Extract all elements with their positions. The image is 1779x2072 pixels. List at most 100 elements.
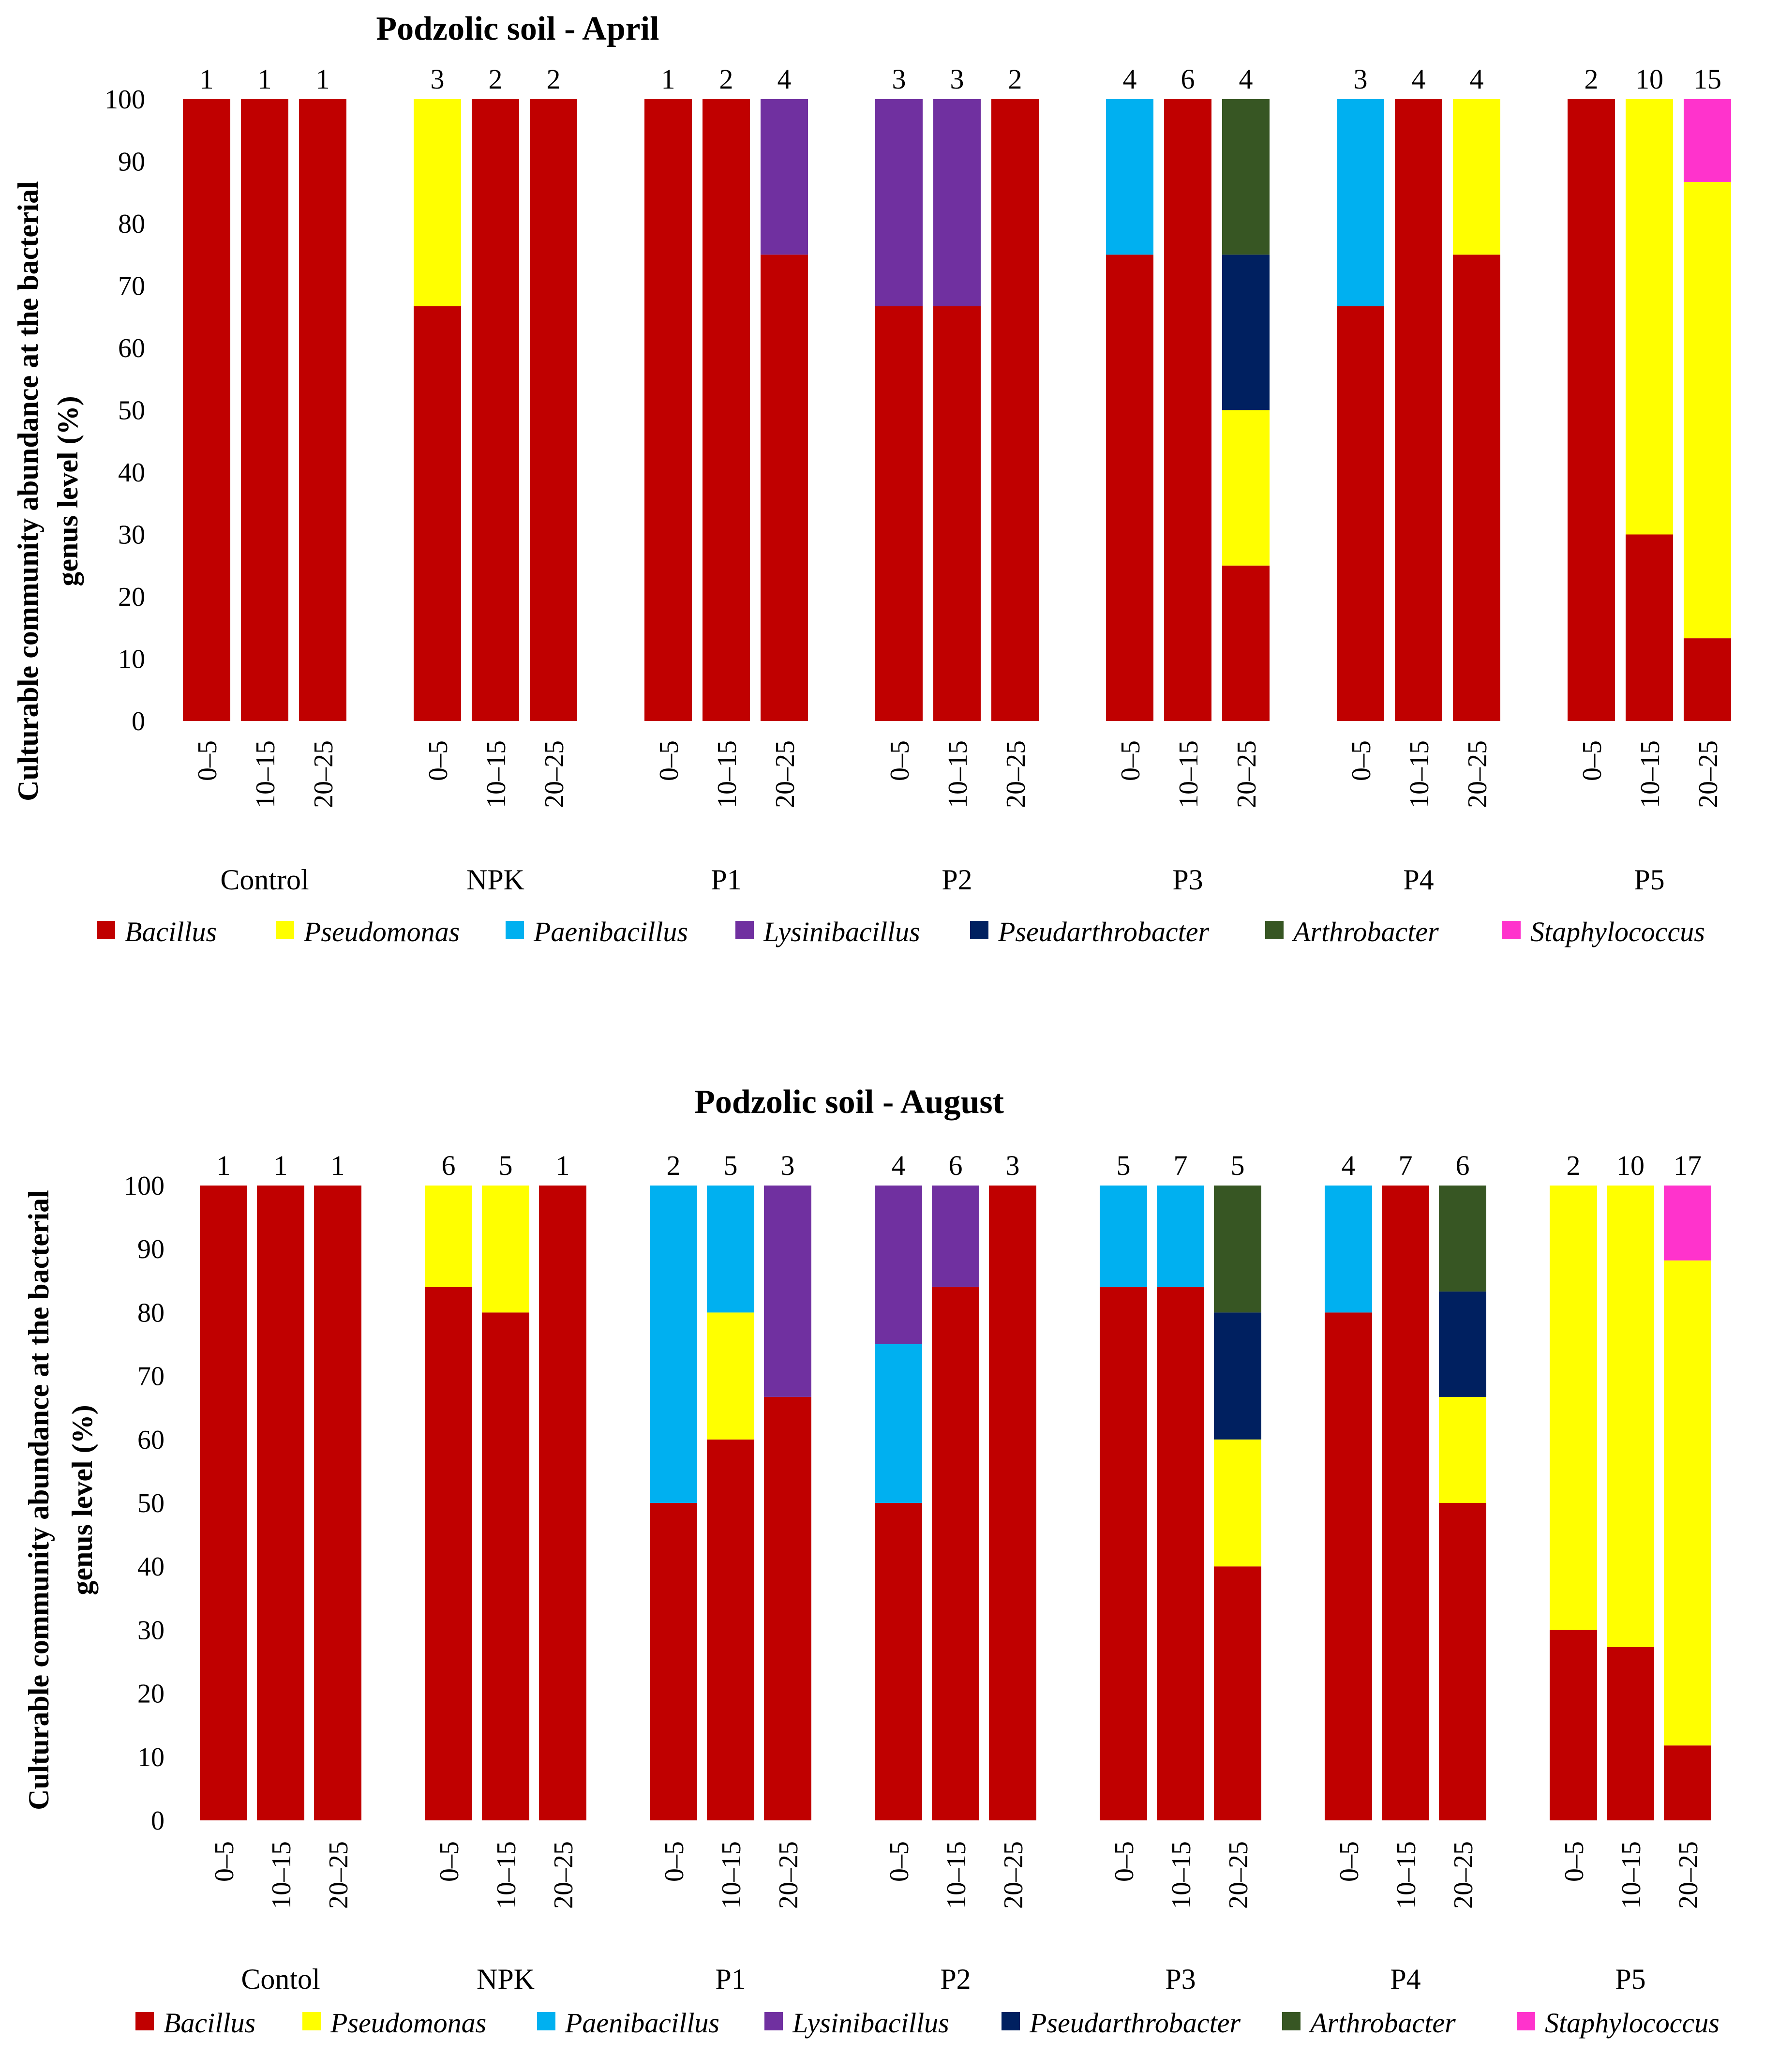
bar-segment-bacillus (932, 1287, 979, 1820)
x-tick-label: 0–5 (1109, 1841, 1139, 1882)
bar-segment-bacillus (530, 99, 577, 721)
bar-count-label: 6 (1456, 1150, 1470, 1181)
y-axis-label-line2: genus level (%) (52, 396, 84, 586)
bar-segment-bacillus (1222, 566, 1270, 721)
x-tick-label: 0–5 (434, 1841, 464, 1882)
bar-group: 6 0–5 5 10–15 1 20–25 NPK (425, 1150, 586, 1995)
bar-segment-bacillus (1214, 1566, 1261, 1820)
bar-count-label: 1 (217, 1150, 231, 1181)
x-tick-label: 10–15 (712, 740, 742, 808)
bar-segment-bacillus (707, 1440, 754, 1820)
bar-segment-bacillus (1607, 1647, 1654, 1820)
legend-swatch (135, 2012, 154, 2030)
bar-count-label: 5 (724, 1150, 738, 1181)
bar-segment-paenibacillus (875, 1344, 922, 1503)
bar-count-label: 1 (258, 63, 272, 95)
x-tick-label: 20–25 (324, 1841, 354, 1909)
x-tick-label: 0–5 (1116, 740, 1146, 781)
x-tick-label: 10–15 (943, 740, 973, 808)
group-label: P5 (1634, 864, 1664, 896)
x-tick-label: 10–15 (251, 740, 281, 808)
bar-segment-bacillus (875, 1503, 922, 1820)
x-tick-label: 20–25 (1232, 740, 1262, 808)
x-tick-label: 0–5 (1559, 1841, 1589, 1882)
bar-segment-paenibacillus (1106, 99, 1153, 255)
y-tick-label: 20 (137, 1679, 164, 1709)
bar-segment-bacillus (1382, 1186, 1429, 1820)
x-tick-label: 10–15 (267, 1841, 297, 1909)
bar-segment-lysinibacillus (933, 99, 981, 306)
y-tick-label: 100 (105, 85, 145, 115)
bar-segment-pseudomonas (1222, 410, 1270, 566)
y-tick-label: 40 (118, 458, 145, 488)
bar-segment-lysinibacillus (764, 1186, 811, 1397)
bar-segment-bacillus (761, 255, 808, 721)
bar-segment-lysinibacillus (932, 1186, 979, 1287)
legend-swatch (302, 2012, 321, 2030)
bar-segment-paenibacillus (1157, 1186, 1204, 1287)
legend-swatch (506, 921, 524, 939)
bar-segment-bacillus (875, 306, 923, 721)
bar-count-label: 4 (1470, 63, 1484, 95)
bar-group: 2 0–5 10 10–15 17 20–25 P5 (1550, 1150, 1711, 1995)
bar-count-label: 2 (1567, 1150, 1581, 1181)
group-label: P4 (1403, 864, 1434, 896)
chart-panel-april: Podzolic soil - April Culturable communit… (12, 10, 1731, 947)
legend-swatch (276, 921, 294, 939)
bar-segment-bacillus (414, 306, 461, 721)
bar-group: 2 0–5 5 10–15 3 20–25 P1 (650, 1150, 811, 1995)
x-tick-label: 0–5 (209, 1841, 239, 1882)
x-tick-label: 20–25 (1693, 740, 1723, 808)
bar-segment-pseudomonas (1453, 99, 1500, 255)
y-tick-label: 60 (137, 1425, 164, 1455)
bar-count-label: 1 (661, 63, 675, 95)
bar-segment-bacillus (299, 99, 346, 721)
x-tick-label: 10–15 (481, 740, 511, 808)
bar-count-label: 1 (316, 63, 330, 95)
y-tick-label: 0 (151, 1806, 164, 1836)
y-tick-label: 20 (118, 582, 145, 612)
bar-segment-pseudomonas (1550, 1186, 1597, 1630)
bar-count-label: 5 (1231, 1150, 1245, 1181)
bar-segment-bacillus (200, 1186, 247, 1820)
bar-count-label: 6 (949, 1150, 963, 1181)
bar-group: 2 0–5 10 10–15 15 20–25 P5 (1568, 63, 1731, 896)
y-tick-label: 90 (118, 147, 145, 177)
legend-entry: Pseudarthrobacter (998, 916, 1209, 947)
bar-segment-bacillus (989, 1186, 1036, 1820)
legend-swatch (537, 2012, 555, 2030)
x-tick-label: 10–15 (1391, 1841, 1421, 1909)
bar-segment-pseudarthrobacter (1214, 1312, 1261, 1439)
bar-segment-pseudomonas (1684, 182, 1731, 638)
bar-count-label: 2 (719, 63, 733, 95)
bar-segment-bacillus (933, 306, 981, 721)
x-tick-label: 10–15 (1166, 1841, 1196, 1909)
bar-segment-bacillus (1337, 306, 1384, 721)
legend-entry: Paenibacillus (533, 916, 688, 947)
bar-segment-bacillus (425, 1287, 472, 1820)
legend-swatch (97, 921, 115, 939)
x-tick-label: 10–15 (1635, 740, 1665, 808)
bar-segment-bacillus (1439, 1503, 1486, 1820)
bar-count-label: 3 (431, 63, 445, 95)
bar-segment-bacillus (991, 99, 1039, 721)
bar-segment-pseudarthrobacter (1439, 1291, 1486, 1397)
bar-segment-bacillus (1325, 1312, 1372, 1820)
legend-swatch (1002, 2012, 1020, 2030)
x-tick-label: 20–25 (1449, 1841, 1479, 1909)
bar-segment-lysinibacillus (875, 1186, 922, 1344)
bar-segment-bacillus (1100, 1287, 1147, 1820)
group-label: NPK (477, 1963, 535, 1995)
bar-segment-bacillus (644, 99, 692, 721)
bar-segment-pseudarthrobacter (1222, 255, 1270, 410)
bar-group: 1 0–5 1 10–15 1 20–25 Control (183, 63, 346, 896)
x-tick-label: 0–5 (884, 1841, 914, 1882)
bar-segment-bacillus (1626, 535, 1673, 721)
bar-segment-bacillus (650, 1503, 697, 1820)
bar-segment-bacillus (764, 1397, 811, 1820)
bar-count-label: 10 (1635, 63, 1663, 95)
bar-segment-pseudomonas (425, 1186, 472, 1287)
group-label: P3 (1172, 864, 1203, 896)
bar-count-label: 3 (781, 1150, 795, 1181)
y-tick-label: 30 (118, 520, 145, 550)
